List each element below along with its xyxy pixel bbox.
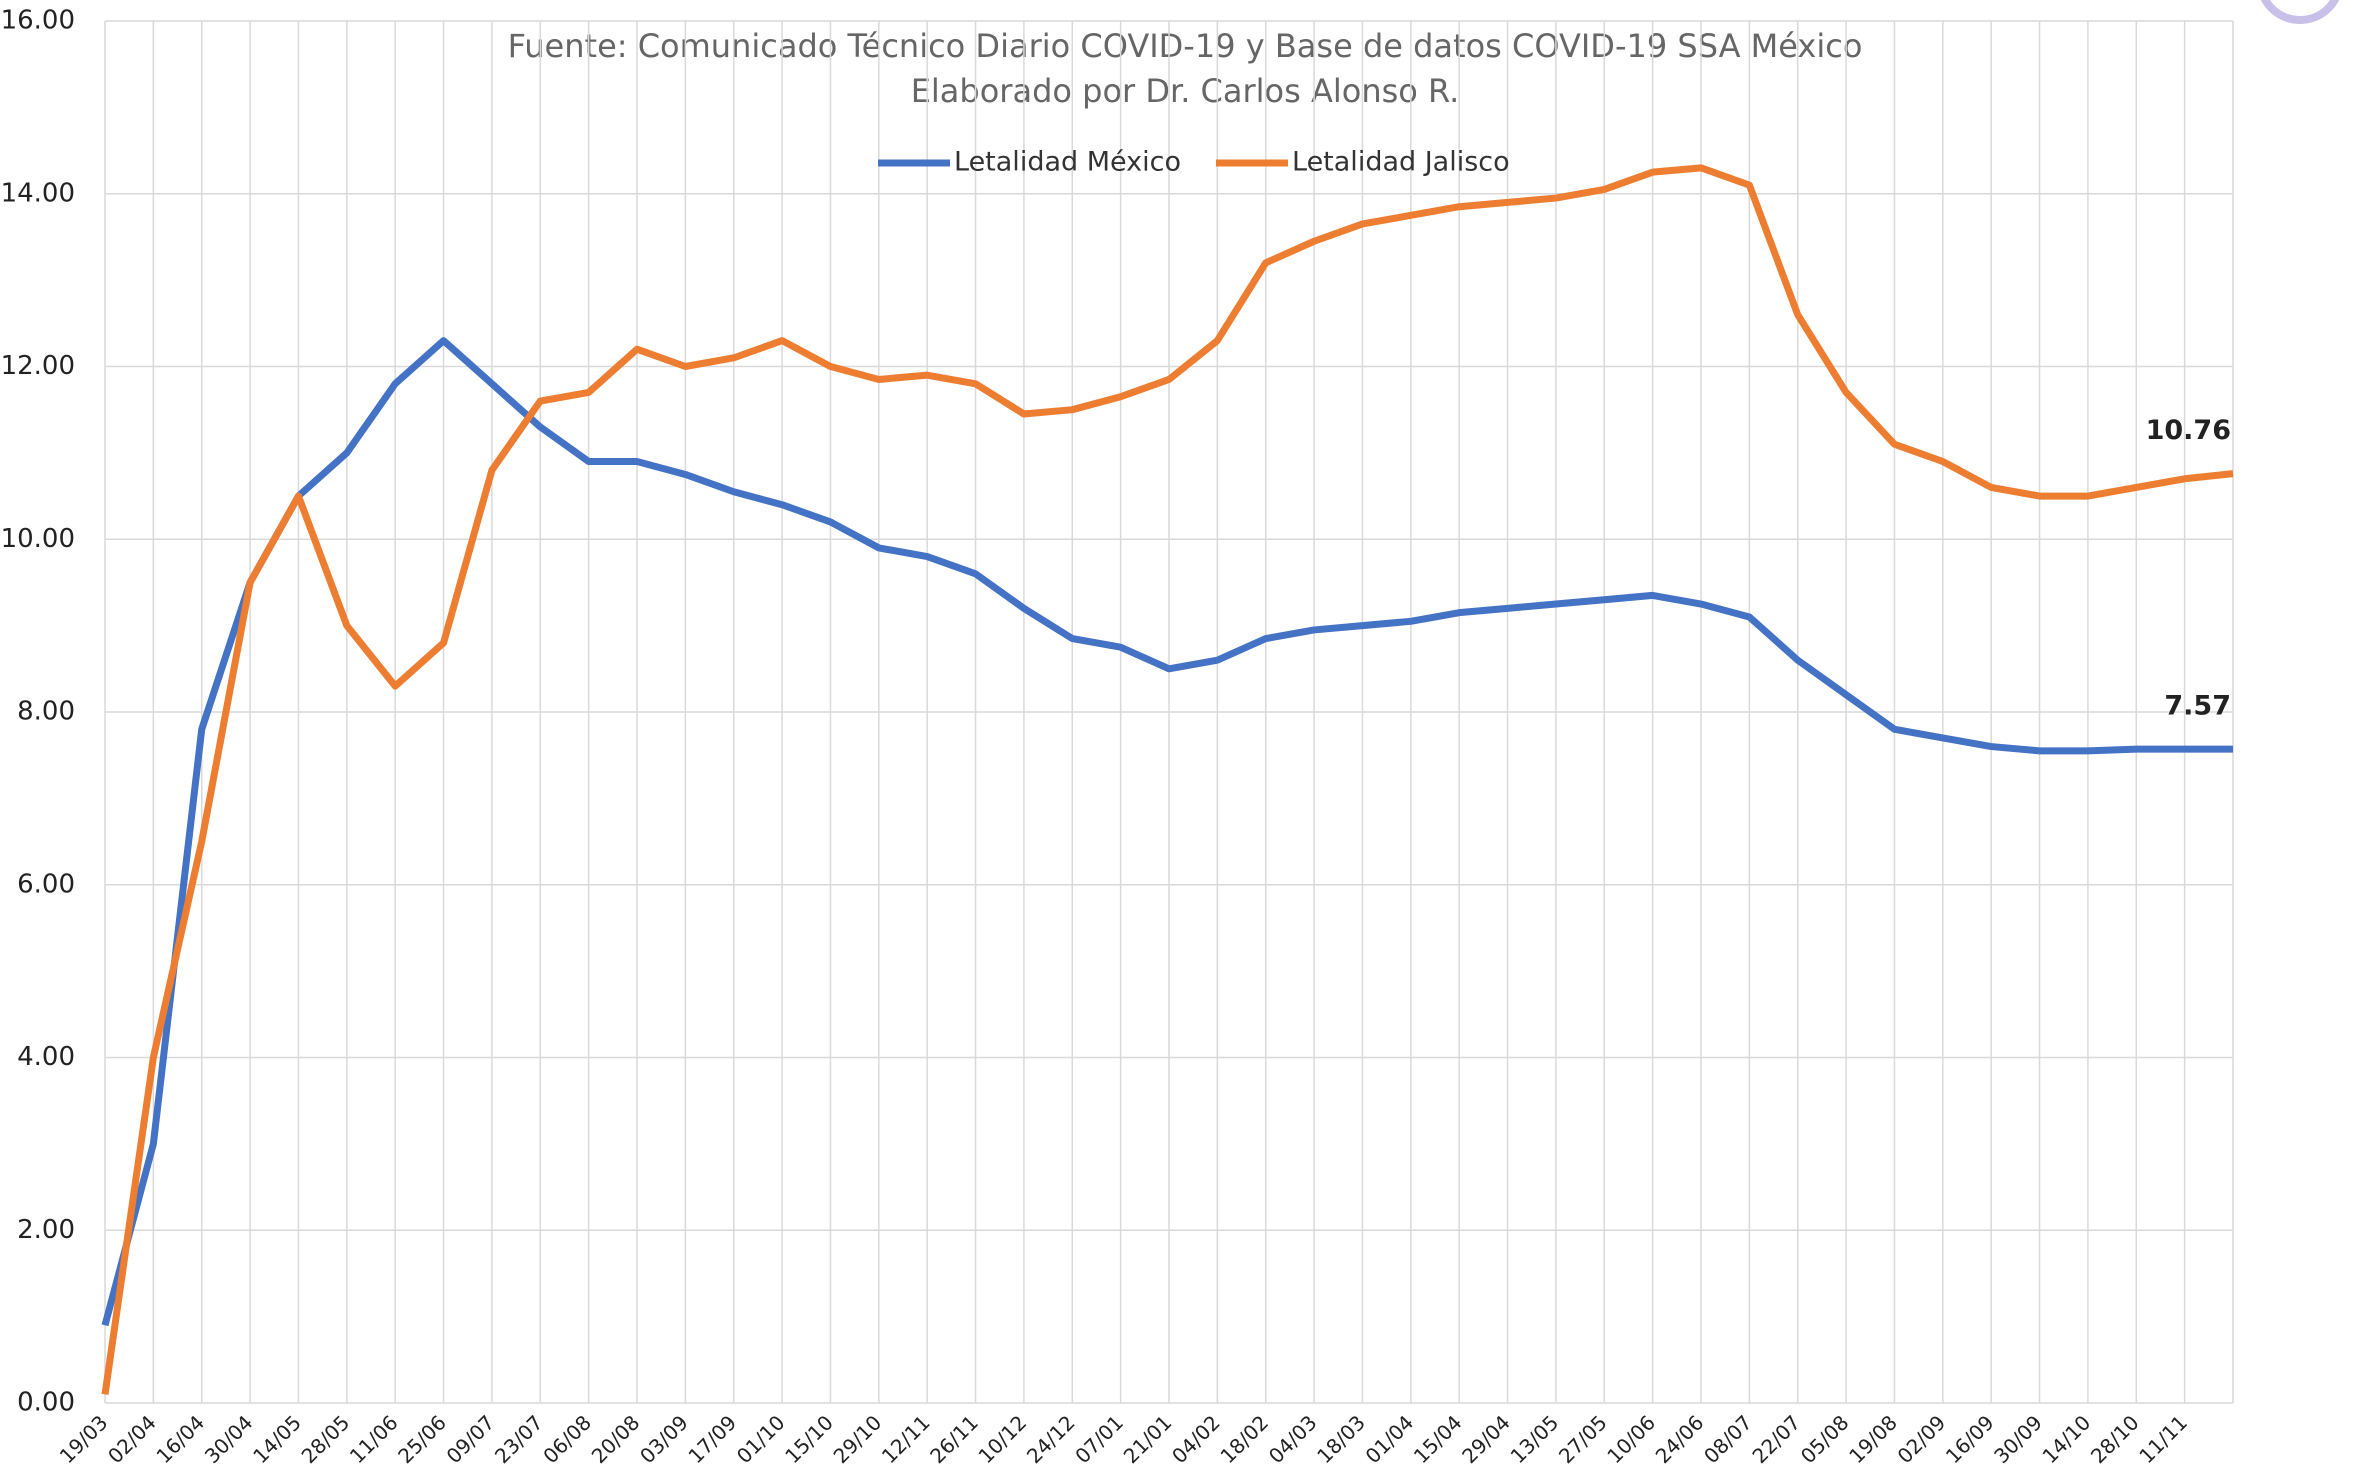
- x-tick-label: 28/05: [297, 1410, 355, 1468]
- x-tick-label: 03/09: [635, 1410, 693, 1468]
- y-tick-label: 0.00: [17, 1388, 75, 1418]
- data-label: 7.57: [2164, 691, 2231, 722]
- x-tick-label: 06/08: [538, 1410, 596, 1468]
- x-tick-label: 19/08: [1844, 1410, 1902, 1468]
- x-tick-label: 05/08: [1796, 1410, 1854, 1468]
- y-tick-label: 2.00: [17, 1215, 75, 1245]
- legend-label: Letalidad Jalisco: [1292, 147, 1510, 178]
- x-tick-label: 01/10: [732, 1410, 790, 1468]
- x-tick-label: 20/08: [587, 1410, 645, 1468]
- x-tick-label: 14/10: [2038, 1410, 2096, 1468]
- x-tick-label: 07/01: [1070, 1410, 1128, 1468]
- x-tick-label: 02/09: [1893, 1410, 1951, 1468]
- y-tick-label: 16.00: [1, 6, 75, 36]
- x-tick-label: 14/05: [248, 1410, 306, 1468]
- x-tick-label: 12/11: [877, 1410, 935, 1468]
- x-tick-label: 16/04: [151, 1410, 209, 1468]
- y-tick-label: 8.00: [17, 697, 75, 727]
- x-tick-label: 15/04: [1409, 1410, 1467, 1468]
- x-tick-label: 27/05: [1554, 1410, 1612, 1468]
- x-tick-label: 18/03: [1312, 1410, 1370, 1468]
- y-tick-label: 4.00: [17, 1042, 75, 1072]
- x-tick-label: 24/06: [1651, 1410, 1709, 1468]
- x-tick-label: 15/10: [780, 1410, 838, 1468]
- x-tick-label: 17/09: [683, 1410, 741, 1468]
- x-tick-label: 29/04: [1457, 1410, 1515, 1468]
- x-tick-label: 01/04: [1361, 1410, 1419, 1468]
- legend-label: Letalidad México: [954, 147, 1181, 178]
- x-tick-label: 29/10: [829, 1410, 887, 1468]
- y-tick-label: 10.00: [1, 524, 75, 554]
- x-tick-label: 19/03: [55, 1410, 113, 1468]
- x-tick-label: 08/07: [1699, 1410, 1757, 1468]
- x-tick-label: 28/10: [2086, 1410, 2144, 1468]
- logo: [2260, 0, 2340, 24]
- x-tick-label: 26/11: [925, 1410, 983, 1468]
- x-tick-label: 25/06: [393, 1410, 451, 1468]
- y-tick-label: 14.00: [1, 178, 75, 208]
- x-tick-label: 11/06: [345, 1410, 403, 1468]
- x-tick-label: 10/12: [974, 1410, 1032, 1468]
- x-tick-label: 02/04: [103, 1410, 161, 1468]
- x-tick-label: 21/01: [1119, 1410, 1177, 1468]
- x-tick-label: 16/09: [1941, 1410, 1999, 1468]
- y-tick-label: 6.00: [17, 869, 75, 899]
- line-series: [101, 337, 2233, 1327]
- x-tick-label: 24/12: [1022, 1410, 1080, 1468]
- x-tick-label: 04/02: [1167, 1410, 1225, 1468]
- x-tick-label: 13/05: [1506, 1410, 1564, 1468]
- x-tick-label: 11/11: [2134, 1410, 2192, 1468]
- subtitle: Fuente: Comunicado Técnico Diario COVID-…: [508, 27, 1863, 65]
- y-tick-label: 12.00: [1, 351, 75, 381]
- x-tick-label: 30/04: [200, 1410, 258, 1468]
- x-tick-label: 23/07: [490, 1410, 548, 1468]
- subtitle: Elaborado por Dr. Carlos Alonso R.: [911, 72, 1460, 110]
- x-tick-label: 30/09: [1989, 1410, 2047, 1468]
- x-tick-label: 22/07: [1747, 1410, 1805, 1468]
- data-label: 10.76: [2146, 415, 2231, 446]
- line-series: [101, 164, 2234, 1395]
- x-tick-label: 04/03: [1264, 1410, 1322, 1468]
- x-tick-label: 09/07: [442, 1410, 500, 1468]
- x-tick-label: 18/02: [1215, 1410, 1273, 1468]
- x-tick-label: 10/06: [1602, 1410, 1660, 1468]
